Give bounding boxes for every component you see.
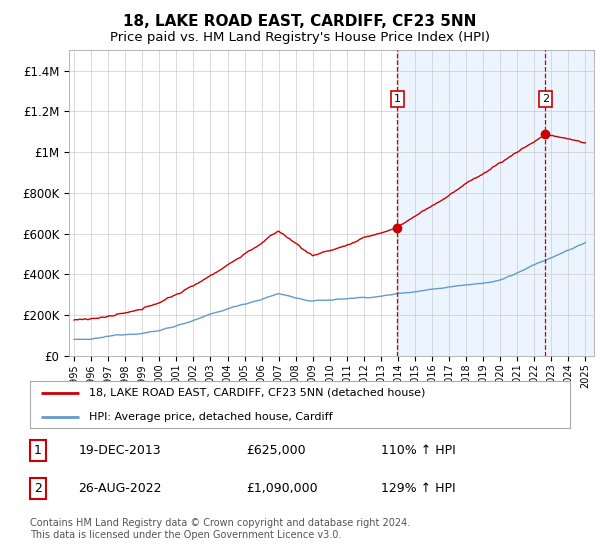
Text: Price paid vs. HM Land Registry's House Price Index (HPI): Price paid vs. HM Land Registry's House … bbox=[110, 31, 490, 44]
Text: 110% ↑ HPI: 110% ↑ HPI bbox=[381, 444, 456, 457]
Text: 18, LAKE ROAD EAST, CARDIFF, CF23 5NN: 18, LAKE ROAD EAST, CARDIFF, CF23 5NN bbox=[124, 14, 476, 29]
Text: 18, LAKE ROAD EAST, CARDIFF, CF23 5NN (detached house): 18, LAKE ROAD EAST, CARDIFF, CF23 5NN (d… bbox=[89, 388, 426, 398]
Text: 26-AUG-2022: 26-AUG-2022 bbox=[79, 482, 162, 495]
Text: 2: 2 bbox=[542, 94, 549, 104]
Text: 129% ↑ HPI: 129% ↑ HPI bbox=[381, 482, 455, 495]
Text: Contains HM Land Registry data © Crown copyright and database right 2024.
This d: Contains HM Land Registry data © Crown c… bbox=[30, 518, 410, 540]
Text: 1: 1 bbox=[34, 444, 42, 457]
Bar bbox=[397, 50, 594, 356]
Text: 2: 2 bbox=[34, 482, 42, 495]
Text: £1,090,000: £1,090,000 bbox=[246, 482, 317, 495]
Text: 1: 1 bbox=[394, 94, 401, 104]
Text: 19-DEC-2013: 19-DEC-2013 bbox=[79, 444, 161, 457]
Text: £625,000: £625,000 bbox=[246, 444, 305, 457]
Text: HPI: Average price, detached house, Cardiff: HPI: Average price, detached house, Card… bbox=[89, 412, 333, 422]
